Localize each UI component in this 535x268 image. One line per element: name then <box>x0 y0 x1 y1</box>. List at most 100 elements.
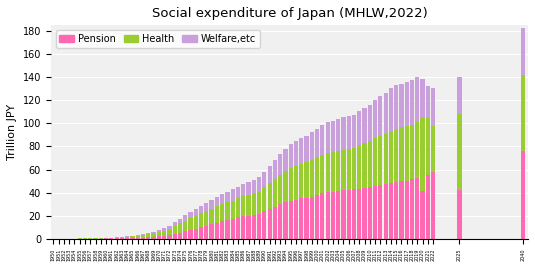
Bar <box>404 126 409 181</box>
Bar <box>199 213 203 227</box>
Bar <box>173 222 177 226</box>
Bar <box>399 84 403 128</box>
Bar <box>262 187 266 211</box>
Bar <box>157 236 161 239</box>
Bar <box>410 125 414 179</box>
Bar <box>389 183 393 239</box>
Bar <box>294 166 298 200</box>
Bar <box>315 195 319 239</box>
Bar <box>215 206 219 223</box>
Bar <box>210 209 213 224</box>
Bar <box>236 187 240 198</box>
Bar <box>151 233 156 237</box>
Bar <box>410 179 414 239</box>
Bar <box>421 79 425 117</box>
Bar <box>457 190 462 239</box>
Bar <box>399 128 403 181</box>
Bar <box>426 175 430 239</box>
Bar <box>410 80 414 125</box>
Bar <box>125 236 129 237</box>
Bar <box>299 138 303 164</box>
Bar <box>294 141 298 166</box>
Bar <box>131 236 135 238</box>
Bar <box>336 119 340 151</box>
Bar <box>336 191 340 239</box>
Bar <box>521 75 525 151</box>
Bar <box>352 115 356 148</box>
Bar <box>378 185 383 239</box>
Bar <box>336 151 340 191</box>
Bar <box>167 235 172 239</box>
Bar <box>251 215 256 239</box>
Bar <box>178 224 182 233</box>
Bar <box>426 118 430 175</box>
Bar <box>220 194 224 204</box>
Bar <box>173 234 177 239</box>
Bar <box>415 178 419 239</box>
Bar <box>421 117 425 191</box>
Bar <box>384 93 388 134</box>
Bar <box>131 238 135 239</box>
Bar <box>299 164 303 198</box>
Bar <box>325 122 330 153</box>
Bar <box>251 180 256 193</box>
Bar <box>220 221 224 239</box>
Bar <box>146 233 150 234</box>
Bar <box>210 200 213 209</box>
Bar <box>278 154 282 175</box>
Bar <box>288 168 293 201</box>
Bar <box>521 151 525 239</box>
Bar <box>141 235 145 237</box>
Bar <box>457 77 462 114</box>
Legend: Pension, Health, Welfare,etc: Pension, Health, Welfare,etc <box>56 30 259 48</box>
Bar <box>431 126 435 172</box>
Bar <box>125 238 129 239</box>
Bar <box>251 193 256 215</box>
Bar <box>215 197 219 206</box>
Bar <box>394 182 398 239</box>
Bar <box>178 233 182 239</box>
Bar <box>199 227 203 239</box>
Bar <box>247 195 250 216</box>
Bar <box>268 166 272 183</box>
Bar <box>146 237 150 239</box>
Bar <box>284 149 287 171</box>
Bar <box>368 105 372 141</box>
Bar <box>162 231 166 236</box>
Bar <box>194 216 198 229</box>
Bar <box>415 77 419 122</box>
Bar <box>373 138 377 186</box>
Bar <box>347 116 351 149</box>
Bar <box>299 198 303 239</box>
Bar <box>268 183 272 209</box>
Bar <box>257 177 261 192</box>
Bar <box>247 182 250 195</box>
Bar <box>109 238 113 239</box>
Bar <box>104 238 108 239</box>
Bar <box>204 226 209 239</box>
Bar <box>352 148 356 189</box>
Bar <box>151 237 156 239</box>
Bar <box>431 172 435 239</box>
Bar <box>136 238 140 239</box>
Bar <box>426 87 430 118</box>
Bar <box>262 172 266 187</box>
Bar <box>347 149 351 190</box>
Bar <box>194 209 198 216</box>
Bar <box>141 234 145 235</box>
Bar <box>389 131 393 183</box>
Bar <box>394 129 398 182</box>
Bar <box>415 122 419 178</box>
Bar <box>236 217 240 239</box>
Bar <box>114 237 119 238</box>
Bar <box>368 141 372 187</box>
Bar <box>325 192 330 239</box>
Title: Social expenditure of Japan (MHLW,2022): Social expenditure of Japan (MHLW,2022) <box>151 7 427 20</box>
Bar <box>284 171 287 202</box>
Bar <box>331 192 335 239</box>
Bar <box>341 190 346 239</box>
Bar <box>188 230 193 239</box>
Bar <box>341 150 346 190</box>
Bar <box>362 188 366 239</box>
Bar <box>288 201 293 239</box>
